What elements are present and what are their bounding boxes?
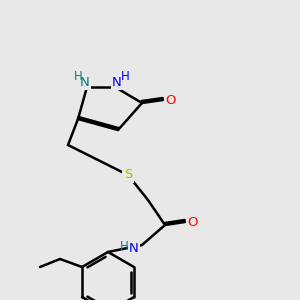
Text: N: N	[112, 76, 122, 88]
Text: O: O	[166, 94, 176, 106]
Text: N: N	[80, 76, 90, 88]
Text: S: S	[124, 169, 132, 182]
Text: H: H	[120, 241, 128, 254]
Text: H: H	[121, 70, 129, 83]
Text: N: N	[129, 242, 139, 254]
Text: O: O	[188, 215, 198, 229]
Text: H: H	[74, 70, 82, 83]
